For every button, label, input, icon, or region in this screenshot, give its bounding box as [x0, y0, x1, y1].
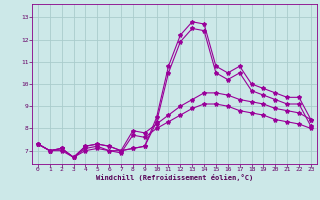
X-axis label: Windchill (Refroidissement éolien,°C): Windchill (Refroidissement éolien,°C): [96, 174, 253, 181]
